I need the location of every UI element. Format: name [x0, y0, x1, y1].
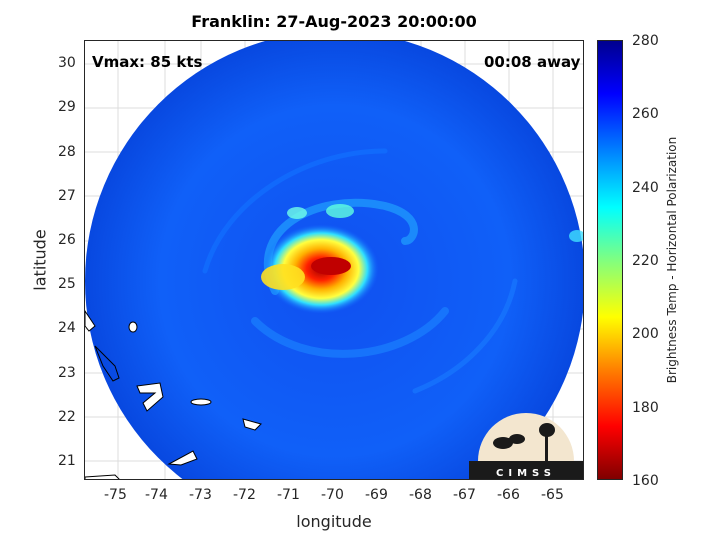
colorbar-tick: 240 — [632, 180, 659, 196]
time-away-label: 00:08 away — [484, 53, 581, 71]
convective-cell — [569, 230, 583, 242]
y-tick: 28 — [58, 144, 76, 160]
y-tick: 25 — [58, 276, 76, 292]
colorbar — [597, 40, 623, 480]
x-tick: -75 — [104, 487, 127, 503]
convective-cell — [287, 207, 307, 219]
y-tick: 24 — [58, 320, 76, 336]
colorbar-tick: 200 — [632, 326, 659, 342]
colorbar-label: Brightness Temp - Horizontal Polarizatio… — [665, 136, 679, 384]
map-plot-area: CIMSS — [84, 40, 584, 480]
x-tick: -70 — [321, 487, 344, 503]
y-axis-label: latitude — [30, 229, 50, 291]
y-tick: 21 — [58, 453, 76, 469]
x-axis-label: longitude — [296, 512, 372, 531]
x-tick: -69 — [365, 487, 388, 503]
y-tick: 23 — [58, 365, 76, 381]
map-title: Franklin: 27-Aug-2023 20:00:00 — [191, 12, 477, 31]
x-tick: -65 — [541, 487, 564, 503]
x-tick: -67 — [453, 487, 476, 503]
y-tick: 26 — [58, 232, 76, 248]
cimss-logo: CIMSS — [469, 413, 583, 479]
cimss-logo-text: CIMSS — [496, 468, 556, 479]
x-tick: -74 — [145, 487, 168, 503]
colorbar-tick: 280 — [632, 33, 659, 49]
rainband-convection — [261, 264, 305, 290]
x-tick: -72 — [233, 487, 256, 503]
y-tick: 27 — [58, 188, 76, 204]
x-tick: -73 — [189, 487, 212, 503]
vmax-label: Vmax: 85 kts — [92, 53, 203, 71]
convective-cell — [326, 204, 354, 218]
y-tick: 22 — [58, 409, 76, 425]
x-tick: -68 — [409, 487, 432, 503]
x-tick: -71 — [277, 487, 300, 503]
colorbar-tick: 160 — [632, 473, 659, 489]
coastlines — [85, 310, 262, 479]
brightness-temp-map: CIMSS — [85, 41, 583, 479]
colorbar-tick: 220 — [632, 253, 659, 269]
eye-core — [311, 257, 351, 275]
y-tick: 30 — [58, 55, 76, 71]
y-tick: 29 — [58, 99, 76, 115]
x-tick: -66 — [497, 487, 520, 503]
colorbar-tick: 260 — [632, 106, 659, 122]
colorbar-tick: 180 — [632, 400, 659, 416]
